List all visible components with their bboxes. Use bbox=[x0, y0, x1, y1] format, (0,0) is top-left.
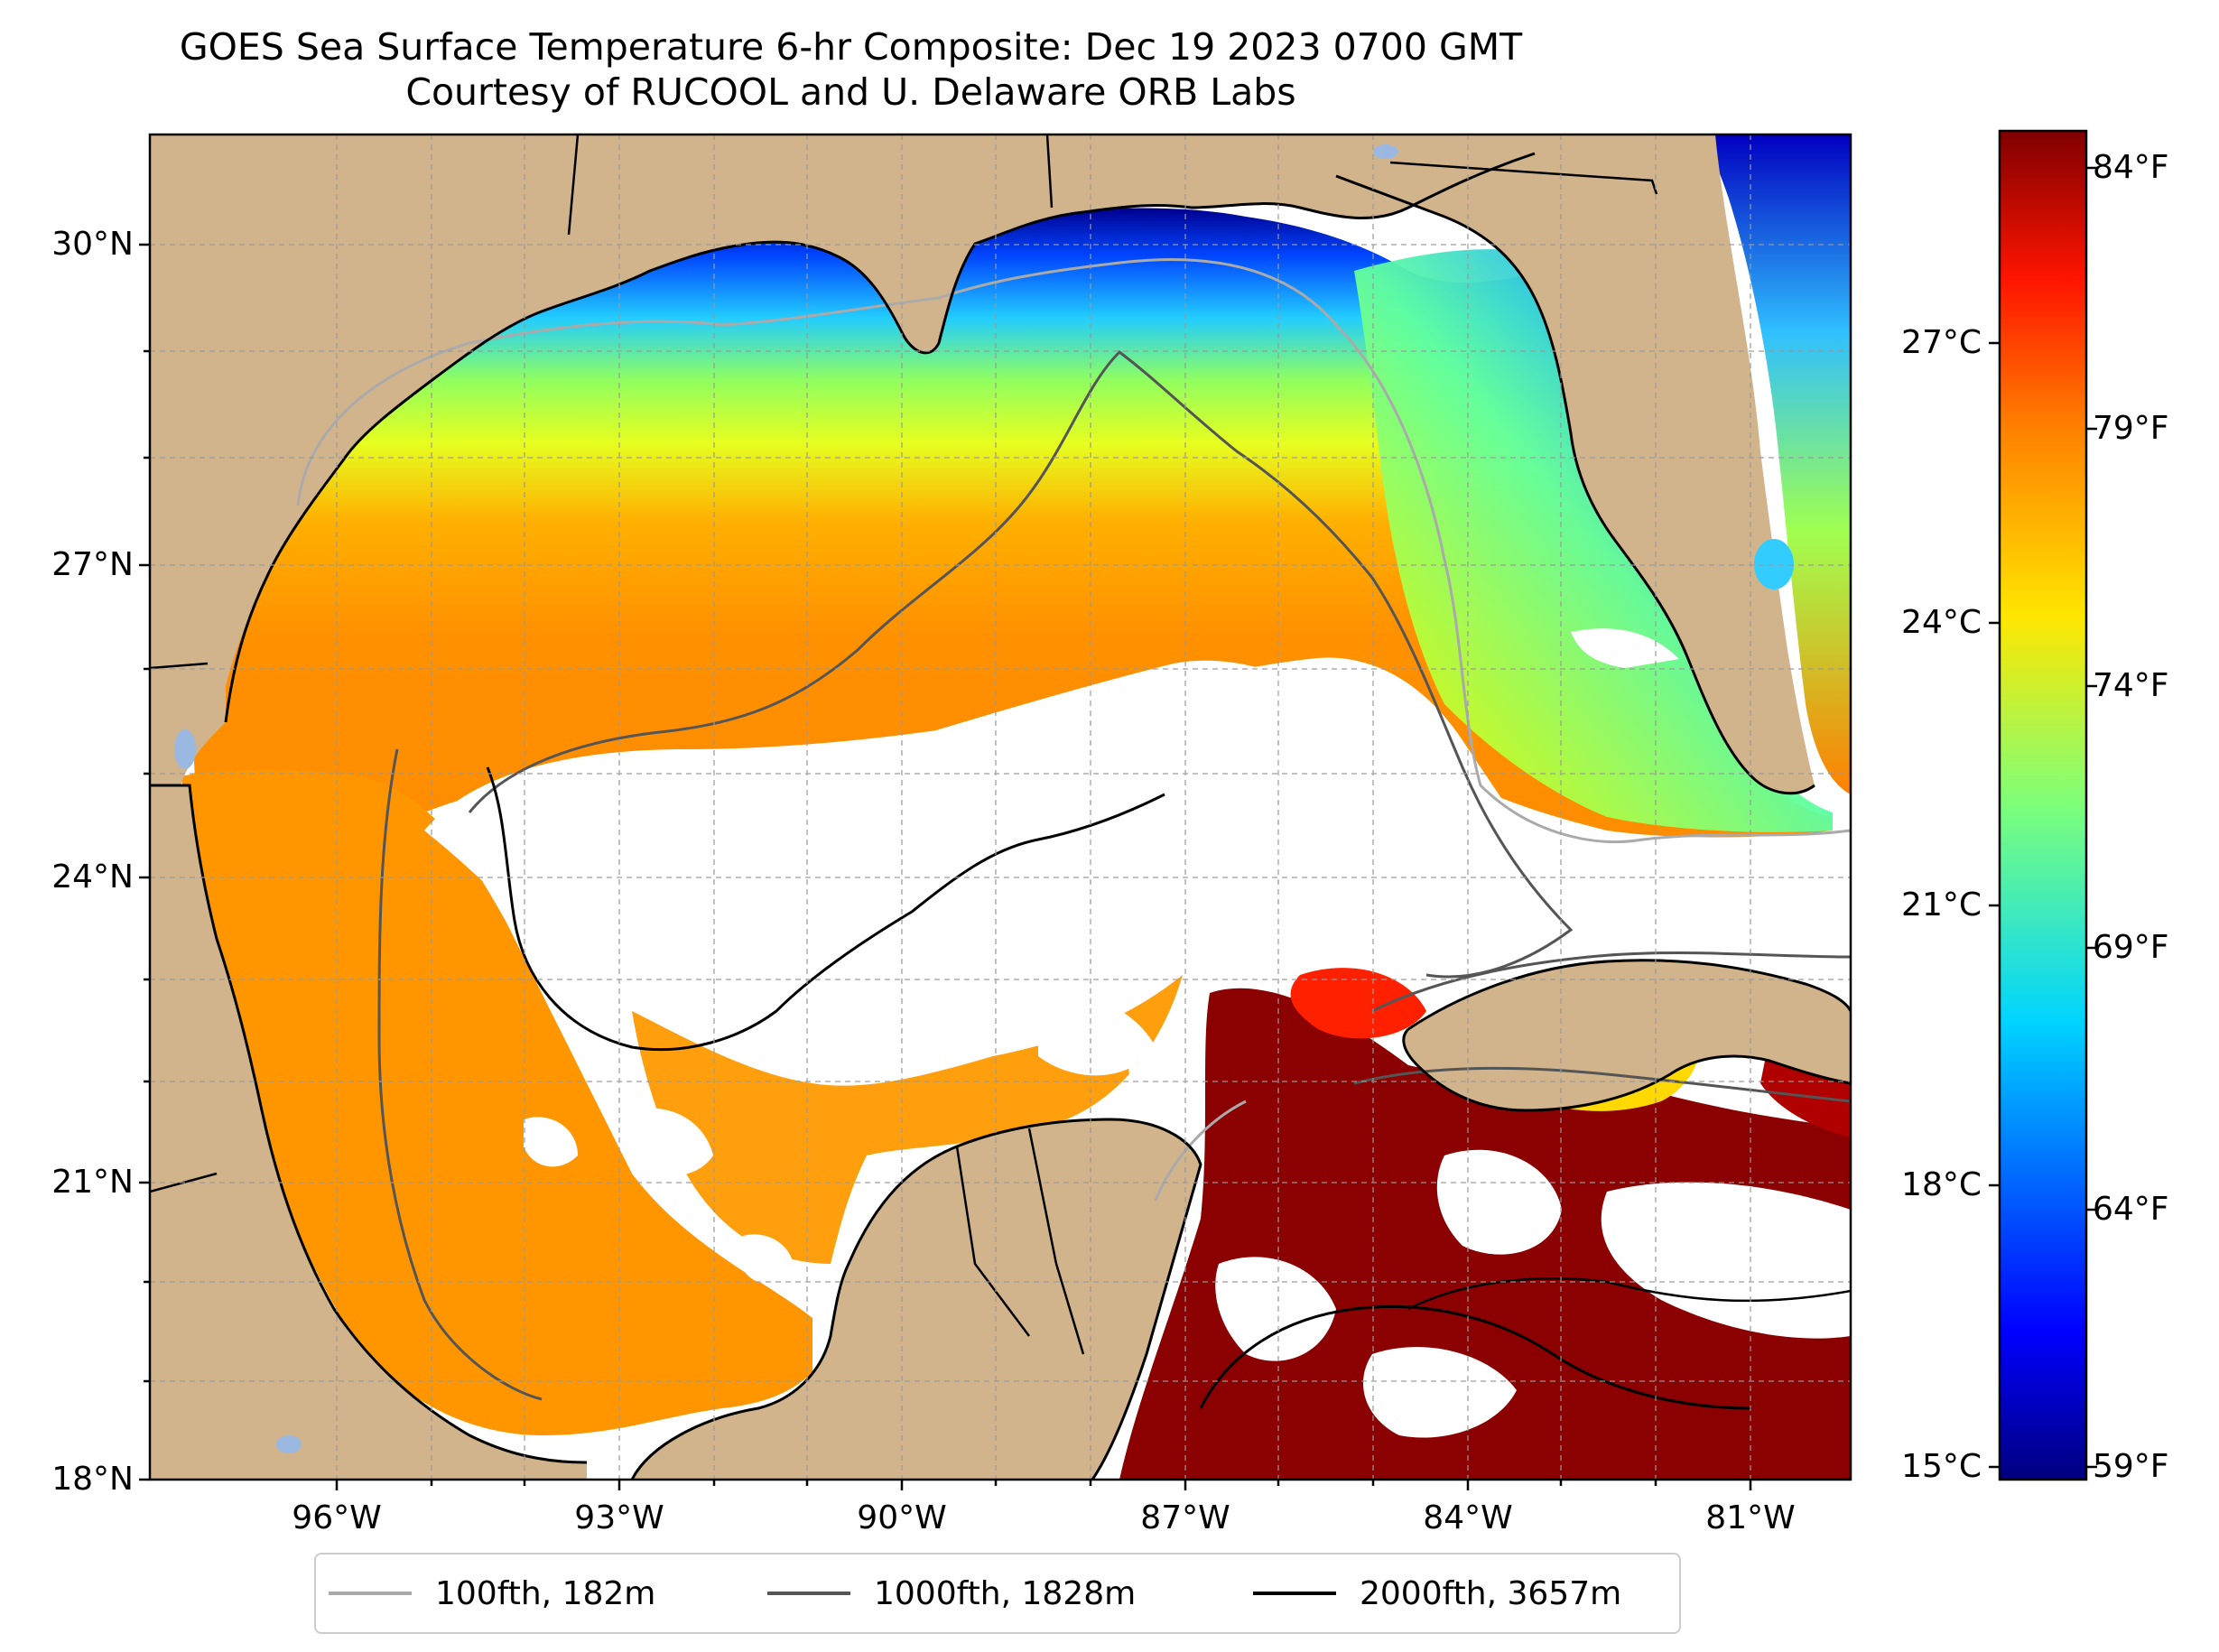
legend-label: 1000fth, 1828m bbox=[874, 1574, 1137, 1612]
colorbar-fahrenheit-label: 79°F bbox=[2093, 410, 2169, 447]
colorbar-fahrenheit-label: 84°F bbox=[2093, 149, 2169, 186]
land-mexico bbox=[150, 785, 587, 1480]
lat-tick-label: 18°N bbox=[51, 1461, 134, 1498]
lon-tick-label: 81°W bbox=[1705, 1499, 1796, 1536]
legend-line-icon bbox=[1253, 1592, 1336, 1595]
colorbar-fahrenheit-label: 69°F bbox=[2093, 929, 2169, 966]
sst-caribbean-red bbox=[1290, 968, 1426, 1039]
colorbar-fahrenheit-label: 59°F bbox=[2093, 1448, 2169, 1485]
sst-west-gulf bbox=[181, 769, 812, 1435]
sst-florida-east bbox=[1706, 135, 1851, 794]
lon-tick-label: 87°W bbox=[1140, 1499, 1230, 1536]
grid-lines bbox=[150, 135, 1851, 1480]
lon-tick-label: 93°W bbox=[574, 1499, 664, 1536]
cloud-gap-central bbox=[424, 657, 1679, 1041]
land-yucatan bbox=[632, 1119, 1201, 1480]
legend-label: 100fth, 182m bbox=[435, 1574, 656, 1612]
map-frame bbox=[148, 133, 1852, 1481]
legend-line-icon bbox=[329, 1592, 412, 1595]
legend-label: 2000fth, 3657m bbox=[1360, 1574, 1622, 1612]
colorbar-celsius-label: 24°C bbox=[1901, 604, 1982, 641]
colorbar-celsius-label: 15°C bbox=[1901, 1448, 1982, 1485]
lat-tick-label: 30°N bbox=[51, 226, 134, 263]
colorbar-celsius-label: 27°C bbox=[1901, 324, 1982, 361]
lat-tick-label: 24°N bbox=[51, 858, 134, 896]
legend-item-100fth: 100fth, 182m bbox=[329, 1573, 655, 1614]
lat-tick-label: 27°N bbox=[51, 546, 134, 583]
colorbar-celsius-label: 18°C bbox=[1901, 1166, 1982, 1203]
legend-item-2000fth: 2000fth, 3657m bbox=[1253, 1573, 1621, 1614]
map-subtitle: Courtesy of RUCOOL and U. Delaware ORB L… bbox=[405, 70, 1296, 114]
colorbar-fahrenheit-label: 64°F bbox=[2093, 1191, 2169, 1228]
lon-tick-label: 84°W bbox=[1423, 1499, 1513, 1536]
land-us-gulf-coast bbox=[150, 135, 1535, 785]
lon-tick-label: 96°W bbox=[292, 1499, 382, 1536]
legend-line-icon bbox=[767, 1592, 850, 1595]
lon-tick-label: 90°W bbox=[857, 1499, 947, 1536]
legend-item-1000fth: 1000fth, 1828m bbox=[767, 1573, 1136, 1614]
map-title: GOES Sea Surface Temperature 6-hr Compos… bbox=[179, 25, 1523, 69]
land-cuba bbox=[1403, 960, 1851, 1110]
bathymetry-legend: 100fth, 182m 1000fth, 1828m 2000fth, 365… bbox=[314, 1553, 1681, 1634]
lat-tick-label: 21°N bbox=[51, 1164, 134, 1201]
colorbar-celsius-label: 21°C bbox=[1901, 886, 1982, 923]
colorbar-fahrenheit-label: 74°F bbox=[2093, 667, 2169, 704]
colorbar bbox=[2000, 131, 2086, 1480]
land-florida bbox=[1336, 135, 1815, 794]
